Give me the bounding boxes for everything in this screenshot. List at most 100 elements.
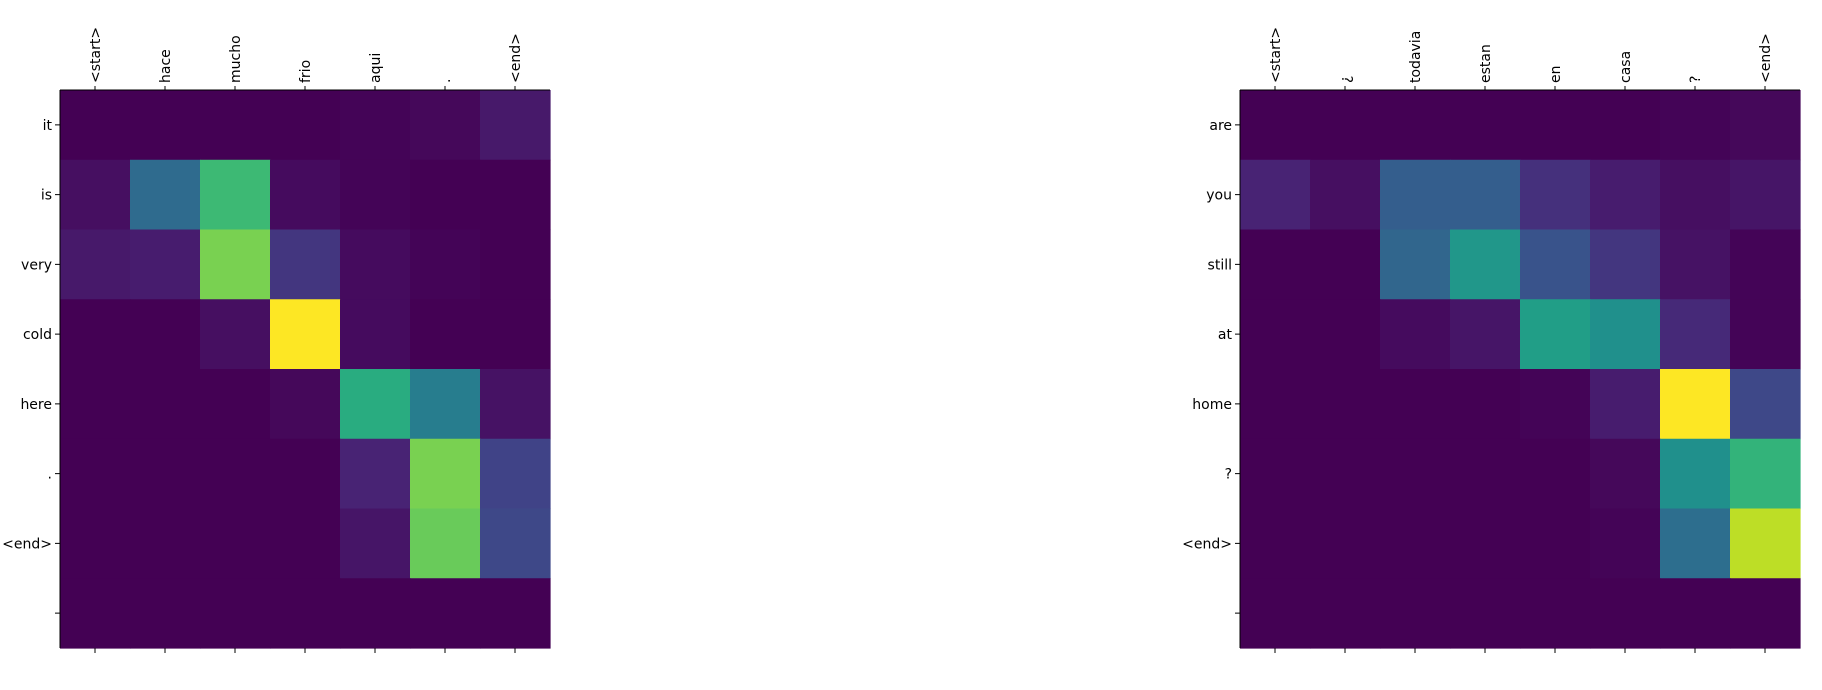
heatmap-cell	[1380, 299, 1451, 370]
heatmap-cell	[1590, 90, 1661, 161]
heatmap-cell	[410, 229, 481, 300]
heatmap-cell	[1380, 229, 1451, 300]
heatmap-cell	[1380, 508, 1451, 579]
heatmap-cell	[1730, 229, 1801, 300]
heatmap-cell	[1240, 508, 1311, 579]
heatmap-cell	[130, 90, 201, 161]
heatmap-cell	[1240, 578, 1311, 649]
heatmap-cell	[270, 438, 341, 510]
heatmap-cell	[1520, 159, 1591, 231]
x-tick-label: hace	[158, 49, 174, 83]
y-tick-label: it	[43, 118, 53, 134]
heatmap-cell	[1660, 369, 1731, 440]
heatmap-cell	[1660, 159, 1731, 231]
heatmap-cell	[1380, 369, 1451, 440]
heatmap-cell	[340, 369, 411, 440]
heatmap-cell	[1450, 578, 1521, 649]
heatmap-cell	[1730, 508, 1801, 579]
heatmap-cell	[130, 299, 201, 370]
heatmap-cell	[1520, 438, 1591, 510]
heatmap-cell	[1450, 438, 1521, 510]
heatmap-cell	[60, 578, 131, 649]
heatmap-cell	[60, 90, 131, 161]
heatmap-cell	[1310, 578, 1381, 649]
x-tick-label: en	[1548, 66, 1564, 84]
heatmap-cell	[130, 508, 201, 579]
heatmap-cell	[200, 369, 271, 440]
heatmap-cell	[1520, 299, 1591, 370]
x-tick-label: <end>	[1758, 33, 1774, 83]
heatmap-cell	[1730, 369, 1801, 440]
heatmap-cell	[1380, 159, 1451, 231]
heatmap-cell	[1450, 508, 1521, 579]
heatmap-cell	[200, 578, 271, 649]
y-tick-label: <end>	[2, 536, 52, 552]
heatmap-cell	[270, 508, 341, 579]
heatmap-cell	[270, 369, 341, 440]
heatmap-cell	[1590, 438, 1661, 510]
heatmap-cell	[1380, 90, 1451, 161]
heatmap-cell	[1380, 578, 1451, 649]
heatmap-cell	[270, 159, 341, 231]
heatmap-cell	[1240, 299, 1311, 370]
heatmap-cell	[410, 369, 481, 440]
heatmap-cell	[130, 159, 201, 231]
x-tick-label: aqui	[368, 53, 384, 83]
heatmap-cell	[340, 508, 411, 579]
heatmap-cell	[410, 508, 481, 579]
heatmap-cell	[410, 159, 481, 231]
heatmap-cell	[410, 90, 481, 161]
y-tick-label: here	[20, 397, 52, 413]
heatmap-cell	[1240, 159, 1311, 231]
heatmap-cell	[1730, 299, 1801, 370]
heatmap-cell	[1730, 159, 1801, 231]
heatmap-cell	[1310, 508, 1381, 579]
heatmap-cell	[130, 229, 201, 300]
heatmap-cell	[130, 369, 201, 440]
heatmap-cell	[1730, 90, 1801, 161]
y-tick-label: home	[1192, 397, 1232, 413]
heatmap-cell	[1660, 578, 1731, 649]
heatmap-cell	[1240, 369, 1311, 440]
heatmap-cell	[1590, 229, 1661, 300]
heatmap-cell	[1660, 438, 1731, 510]
heatmap-cell	[60, 299, 131, 370]
y-tick-label: you	[1206, 188, 1232, 204]
heatmap-cell	[340, 159, 411, 231]
heatmap-cell	[60, 369, 131, 440]
heatmap-panel-1: <start> hace mucho frio aqui. <end> it is very co…	[2, 27, 551, 653]
heatmap-cell	[1660, 90, 1731, 161]
heatmap-cell	[1240, 90, 1311, 161]
y-tick-label: .	[48, 467, 52, 483]
heatmap-cell	[480, 508, 551, 579]
heatmap-cell	[1520, 578, 1591, 649]
y-tick-label: cold	[23, 327, 52, 343]
heatmap-cell	[270, 90, 341, 161]
heatmap-cell	[1590, 578, 1661, 649]
heatmap-cell	[1590, 508, 1661, 579]
heatmap-cell	[480, 229, 551, 300]
x-tick-label: <start>	[88, 27, 104, 83]
heatmap-cell	[1310, 438, 1381, 510]
y-tick-label: <end>	[1182, 536, 1232, 552]
heatmap-cell	[200, 438, 271, 510]
y-tick-label: is	[41, 188, 52, 204]
heatmap-cell	[1590, 299, 1661, 370]
heatmap-cell	[270, 299, 341, 370]
heatmap-cell	[410, 438, 481, 510]
heatmap-cell	[270, 229, 341, 300]
x-tick-label: frio	[298, 60, 314, 83]
heatmap-cell	[1730, 578, 1801, 649]
heatmap-cell	[1310, 299, 1381, 370]
x-tick-label: .	[438, 79, 454, 83]
heatmap-cell	[200, 159, 271, 231]
heatmap-cell	[1380, 438, 1451, 510]
x-tick-label: <start>	[1268, 27, 1284, 83]
y-tick-label: still	[1208, 257, 1232, 273]
heatmap-cell	[1450, 90, 1521, 161]
heatmap-cell	[200, 229, 271, 300]
heatmap-cell	[130, 578, 201, 649]
heatmap-cell	[410, 299, 481, 370]
heatmap-cell	[480, 578, 551, 649]
